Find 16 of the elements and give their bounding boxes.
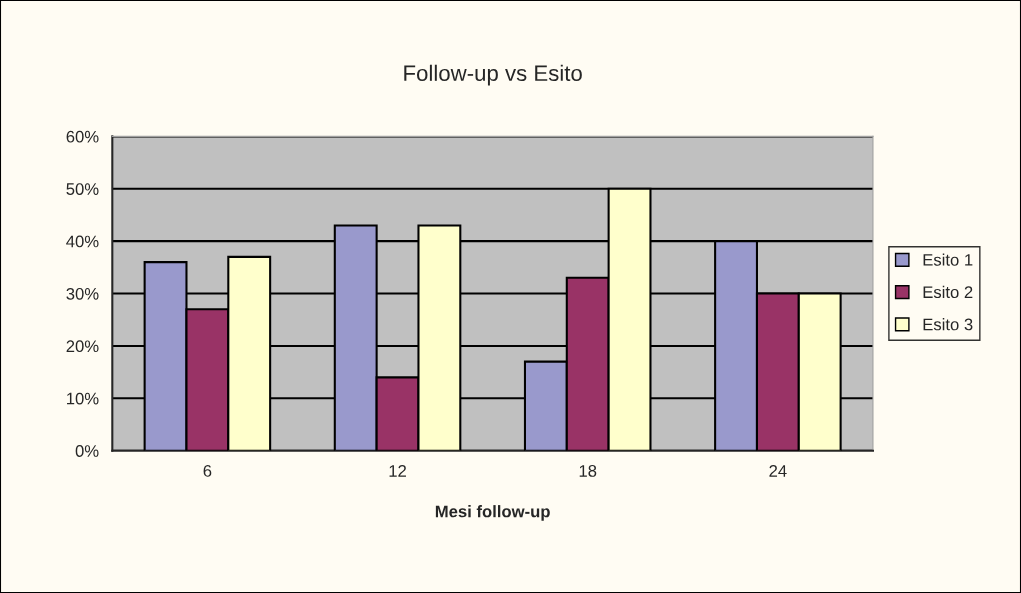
y-tick-label: 50%	[66, 183, 99, 195]
y-tick-label: 0%	[75, 445, 99, 457]
x-axis-title: Mesi follow-up	[435, 505, 550, 521]
chart-title: Follow-up vs Esito	[404, 64, 582, 86]
legend-label: Esito 3	[923, 318, 973, 331]
x-tick-label: 18	[579, 465, 597, 477]
x-tick-label: 24	[769, 465, 787, 477]
y-tick-label: 10%	[67, 392, 99, 405]
x-tick-label: 6	[203, 465, 212, 477]
legend-label: Esito 1	[923, 253, 973, 266]
legend-label: Esito 2	[923, 285, 973, 299]
y-tick-label: 20%	[66, 340, 99, 353]
y-tick-label: 60%	[66, 130, 99, 143]
y-tick-label: 30%	[66, 287, 99, 300]
x-tick-label: 12	[389, 465, 406, 477]
y-tick-label: 40%	[66, 235, 99, 248]
